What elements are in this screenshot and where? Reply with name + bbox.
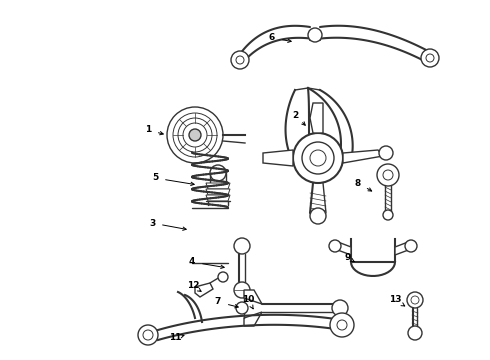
Polygon shape (206, 189, 230, 195)
Text: 13: 13 (389, 296, 401, 305)
Polygon shape (335, 242, 351, 255)
Polygon shape (206, 183, 230, 189)
Circle shape (408, 326, 422, 340)
Circle shape (421, 49, 439, 67)
Circle shape (167, 107, 223, 163)
Text: 4: 4 (189, 257, 195, 266)
Polygon shape (263, 150, 293, 166)
Circle shape (183, 123, 207, 147)
Circle shape (293, 133, 343, 183)
Circle shape (178, 118, 212, 152)
Circle shape (173, 113, 217, 157)
Text: 3: 3 (149, 219, 155, 228)
Circle shape (383, 170, 393, 180)
Circle shape (218, 272, 228, 282)
Circle shape (302, 142, 334, 174)
Text: 1: 1 (145, 126, 151, 135)
Polygon shape (343, 150, 383, 163)
Circle shape (234, 282, 250, 298)
Text: 9: 9 (345, 253, 351, 262)
Polygon shape (206, 195, 230, 201)
Circle shape (210, 165, 226, 181)
Circle shape (234, 238, 250, 254)
Polygon shape (244, 312, 262, 326)
Circle shape (337, 320, 347, 330)
Circle shape (143, 330, 153, 340)
Text: 8: 8 (355, 179, 361, 188)
Circle shape (236, 56, 244, 64)
Polygon shape (244, 290, 262, 304)
Polygon shape (395, 242, 411, 255)
Text: 12: 12 (187, 282, 199, 291)
Circle shape (138, 325, 158, 345)
Circle shape (310, 150, 326, 166)
Circle shape (383, 210, 393, 220)
Text: 5: 5 (152, 174, 158, 183)
Circle shape (411, 296, 419, 304)
Circle shape (426, 54, 434, 62)
Circle shape (407, 292, 423, 308)
Circle shape (377, 164, 399, 186)
Circle shape (236, 302, 248, 314)
Text: 7: 7 (215, 297, 221, 306)
Polygon shape (195, 283, 213, 297)
Circle shape (379, 146, 393, 160)
Circle shape (189, 129, 201, 141)
Text: 6: 6 (269, 33, 275, 42)
Circle shape (332, 300, 348, 316)
Text: 11: 11 (169, 333, 181, 342)
Text: 2: 2 (292, 111, 298, 120)
Circle shape (310, 208, 326, 224)
Circle shape (329, 240, 341, 252)
Text: 10: 10 (242, 296, 254, 305)
Circle shape (405, 240, 417, 252)
Polygon shape (310, 103, 323, 133)
Circle shape (308, 28, 322, 42)
Circle shape (231, 51, 249, 69)
Circle shape (330, 313, 354, 337)
